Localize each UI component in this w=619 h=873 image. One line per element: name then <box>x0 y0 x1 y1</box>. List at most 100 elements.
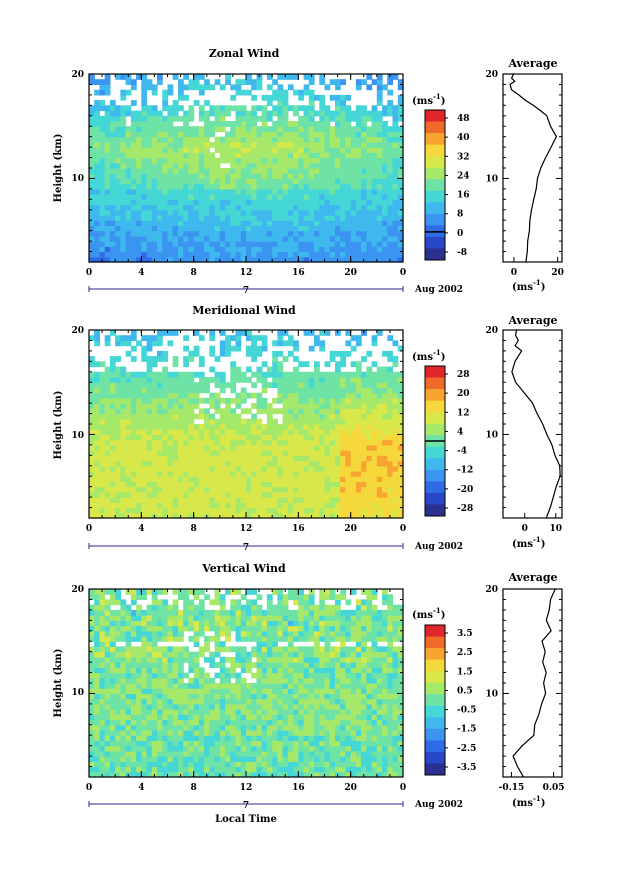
colorbar-segment <box>425 366 445 379</box>
heatmap-field <box>89 589 404 778</box>
colorbar-segment <box>425 469 445 482</box>
colorbar-tick-label: -28 <box>457 504 473 514</box>
x-tick-label: 20 <box>344 783 357 793</box>
date-marker: 7 <box>243 286 249 296</box>
average-y-tick-label: 20 <box>485 70 498 80</box>
colorbar-segment <box>425 248 445 261</box>
colorbar-segment <box>425 190 445 203</box>
colorbar-segment <box>425 110 445 123</box>
x-tick-label: 16 <box>292 783 305 793</box>
date-axis: 7 Aug 2002 <box>88 542 463 553</box>
x-axis-label: Local Time <box>215 814 277 825</box>
panel-meridional-wind: Meridional Wind 0 4 8 12 16 20 0 10 20 Height … <box>53 304 563 553</box>
average-frame <box>502 588 563 778</box>
colorbar-tick-label: 12 <box>457 408 470 418</box>
colorbar-segment <box>425 179 445 192</box>
panel-vertical-wind: Vertical Wind 0 4 8 12 16 20 0 10 20 Height (k… <box>53 562 565 825</box>
date-label: Aug 2002 <box>414 285 463 295</box>
average-profile-line <box>509 73 558 263</box>
y-tick-label: 20 <box>71 70 84 80</box>
average-profile-line <box>512 588 556 778</box>
x-tick-label: 0 <box>400 524 406 534</box>
x-tick-label: 20 <box>344 268 357 278</box>
x-tick-label: 0 <box>86 268 92 278</box>
colorbar-unit: (ms-1) <box>412 92 445 107</box>
colorbar-tick-label: 0.5 <box>457 686 473 696</box>
average-x-tick-label: 10 <box>550 524 563 534</box>
colorbar-tick-label: 24 <box>457 171 470 181</box>
heatmap-field <box>89 330 404 519</box>
colorbar-tick-label: 28 <box>457 370 470 380</box>
colorbar-segment <box>425 728 445 741</box>
colorbar-segment <box>425 751 445 764</box>
average-y-tick-label: 20 <box>485 585 498 595</box>
colorbar-segment <box>425 377 445 390</box>
colorbar-segment <box>425 659 445 672</box>
colorbar-segment <box>425 625 445 638</box>
colorbar-tick-label: -12 <box>457 466 473 476</box>
y-axis-label: Height (km) <box>53 649 64 718</box>
colorbar-segment <box>425 763 445 776</box>
y-axis-label: Height (km) <box>53 391 64 460</box>
y-tick-label: 20 <box>71 326 84 336</box>
colorbar-tick-label: 2.5 <box>457 648 473 658</box>
colorbar-segment <box>425 213 445 226</box>
colorbar-tick-label: -8 <box>457 248 467 258</box>
average-title: Average <box>507 571 557 584</box>
colorbar-segment <box>425 717 445 730</box>
x-tick-label: 8 <box>191 268 197 278</box>
x-tick-label: 12 <box>240 783 253 793</box>
colorbar-segment <box>425 156 445 169</box>
colorbar-tick-label: 20 <box>457 389 470 399</box>
colorbar-unit: (ms-1) <box>412 348 445 363</box>
colorbar-segment <box>425 636 445 649</box>
x-tick-label: 16 <box>292 268 305 278</box>
colorbar-tick-label: -20 <box>457 485 473 495</box>
average-y-tick-label: 20 <box>485 326 498 336</box>
panel-title: Zonal Wind <box>209 47 280 60</box>
x-tick-label: 12 <box>240 524 253 534</box>
colorbar-segment <box>425 671 445 684</box>
x-tick-label: 20 <box>344 524 357 534</box>
colorbar-segment <box>425 682 445 695</box>
panel-title: Meridional Wind <box>192 304 296 317</box>
x-tick-label: 4 <box>138 783 144 793</box>
average-x-tick-label: 20 <box>551 268 564 278</box>
y-tick-label: 10 <box>71 174 84 184</box>
heatmap-field <box>89 74 404 263</box>
colorbar-segment <box>425 167 445 180</box>
average-frame <box>502 73 563 263</box>
date-axis: 7 Aug 2002 <box>88 800 463 811</box>
colorbar-frame <box>424 109 446 261</box>
colorbar-segment <box>425 202 445 215</box>
colorbar-tick-label: 1.5 <box>457 667 473 677</box>
colorbar-segment <box>425 389 445 402</box>
colorbar-segment <box>425 400 445 413</box>
average-profile-plot: 10 20 -0.15 0.05 <box>485 585 564 793</box>
average-y-tick-label: 10 <box>485 430 498 440</box>
colorbar-segment <box>425 481 445 494</box>
colorbar-tick-label: -1.5 <box>457 725 476 735</box>
colorbar-segment <box>425 648 445 661</box>
x-tick-label: 4 <box>138 524 144 534</box>
colorbar-segment <box>425 423 445 436</box>
colorbar-tick-label: 40 <box>457 133 470 143</box>
colorbar-segment <box>425 446 445 459</box>
x-tick-label: 4 <box>138 268 144 278</box>
panel-zonal-wind: Zonal Wind 0 4 8 12 16 20 0 10 20 Height (km) … <box>53 47 564 296</box>
average-profile-plot: 10 20 0 20 <box>485 70 563 278</box>
date-marker: 7 <box>243 801 249 811</box>
colorbar-tick-label: 3.5 <box>457 629 473 639</box>
average-unit: (ms-1) <box>512 535 545 550</box>
colorbar-tick-label: 4 <box>457 427 463 437</box>
x-axis-ticks: 0 4 8 12 16 20 0 <box>86 329 406 534</box>
y-tick-label: 10 <box>71 688 84 698</box>
average-y-tick-label: 10 <box>485 174 498 184</box>
colorbar-tick-label: -2.5 <box>457 744 476 754</box>
colorbar: 28 20 12 4 -4 -12 -20 -28 <box>424 365 473 517</box>
colorbar-tick-label: 0 <box>457 229 463 239</box>
x-tick-label: 0 <box>86 783 92 793</box>
y-axis-label: Height (km) <box>53 134 64 203</box>
x-tick-label: 16 <box>292 524 305 534</box>
